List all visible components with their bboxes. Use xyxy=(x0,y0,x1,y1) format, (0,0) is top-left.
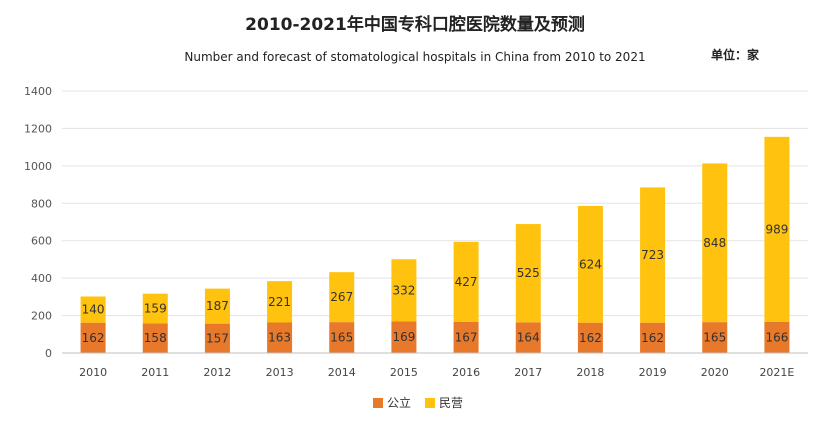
x-tick-label: 2020 xyxy=(701,366,729,379)
data-label: 989 xyxy=(765,222,788,236)
bar-segment-public xyxy=(391,321,417,353)
bar-segment-private xyxy=(577,205,603,323)
data-label: 157 xyxy=(206,331,229,345)
data-label: 163 xyxy=(268,331,291,345)
chart-title: 2010-2021年中国专科口腔医院数量及预测 xyxy=(245,14,585,35)
data-label: 221 xyxy=(268,295,291,309)
bar-segment-public xyxy=(515,322,541,353)
x-tick-label: 2010 xyxy=(79,366,107,379)
bar-segment-private xyxy=(453,241,479,322)
y-axis-tick-labels: 0 200 400 600 800 1000 1200 1400 xyxy=(24,85,52,360)
data-label: 848 xyxy=(703,236,726,250)
x-tick-label: 2012 xyxy=(203,366,231,379)
x-tick-label: 2016 xyxy=(452,366,480,379)
bar-segment-private xyxy=(142,293,168,324)
bar-segment-private xyxy=(702,163,728,323)
bar-segment-public xyxy=(577,322,603,353)
bar-segment-private xyxy=(515,224,541,323)
x-tick-label: 2015 xyxy=(390,366,418,379)
data-label: 624 xyxy=(579,257,602,271)
data-label: 525 xyxy=(517,266,540,280)
legend-swatch-private xyxy=(425,398,435,408)
bar-segment-private xyxy=(267,281,293,323)
bar-segment-public xyxy=(80,322,106,353)
bar-segment-public xyxy=(764,321,790,353)
bar-segment-private xyxy=(204,288,230,324)
bar-segment-private xyxy=(391,259,417,322)
data-label: 166 xyxy=(765,330,788,344)
x-axis-tick-labels: 2010 2011 2012 2013 2014 2015 2016 2017 2018 2019… xyxy=(79,366,794,379)
legend: 公立 民营 xyxy=(373,395,463,410)
x-tick-label: 2013 xyxy=(266,366,294,379)
data-label: 164 xyxy=(517,331,540,345)
y-tick-label: 800 xyxy=(31,197,52,210)
legend-label-private: 民营 xyxy=(439,396,463,410)
y-tick-label: 200 xyxy=(31,310,52,323)
bar-segment-public xyxy=(702,322,728,353)
x-tick-label: 2011 xyxy=(141,366,169,379)
chart-subtitle: Number and forecast of stomatological ho… xyxy=(184,50,645,64)
data-label: 162 xyxy=(579,331,602,345)
y-tick-label: 1000 xyxy=(24,160,52,173)
bar-segment-private xyxy=(764,136,790,322)
bar-segment-public xyxy=(267,322,293,353)
y-tick-label: 1400 xyxy=(24,85,52,98)
y-tick-label: 0 xyxy=(45,347,52,360)
data-label: 169 xyxy=(392,330,415,344)
data-label: 165 xyxy=(703,331,726,345)
data-label: 159 xyxy=(144,302,167,316)
data-label: 332 xyxy=(392,283,415,297)
y-tick-label: 400 xyxy=(31,272,52,285)
data-label: 267 xyxy=(330,290,353,304)
data-label: 162 xyxy=(641,331,664,345)
data-label: 162 xyxy=(82,331,105,345)
legend-swatch-public xyxy=(373,398,383,408)
data-label: 187 xyxy=(206,299,229,313)
bar-segment-public xyxy=(329,322,355,353)
data-label: 158 xyxy=(144,331,167,345)
data-label: 427 xyxy=(455,275,478,289)
data-label: 140 xyxy=(82,303,105,317)
bar-segment-private xyxy=(640,187,666,323)
x-tick-label: 2019 xyxy=(639,366,667,379)
bar-segment-private xyxy=(80,296,106,323)
bar-segment-public xyxy=(142,323,168,353)
bar-segment-public xyxy=(640,322,666,353)
data-label: 723 xyxy=(641,248,664,262)
bar-segment-private xyxy=(329,272,355,323)
y-tick-label: 1200 xyxy=(24,122,52,135)
data-labels: 162 140 158 159 157 187 163 221 165 267 169 332 167 4… xyxy=(82,222,789,345)
bars xyxy=(80,136,790,353)
legend-label-public: 公立 xyxy=(387,395,411,410)
x-tick-label: 2014 xyxy=(328,366,356,379)
x-tick-label: 2018 xyxy=(576,366,604,379)
grid-lines xyxy=(62,90,808,317)
bar-segment-public xyxy=(204,323,230,353)
x-tick-label: 2017 xyxy=(514,366,542,379)
data-label: 167 xyxy=(455,330,478,344)
data-label: 165 xyxy=(330,331,353,345)
x-tick-label: 2021E xyxy=(759,366,794,379)
unit-label: 单位：家 xyxy=(711,47,760,62)
bar-segment-public xyxy=(453,321,479,353)
y-tick-label: 600 xyxy=(31,235,52,248)
